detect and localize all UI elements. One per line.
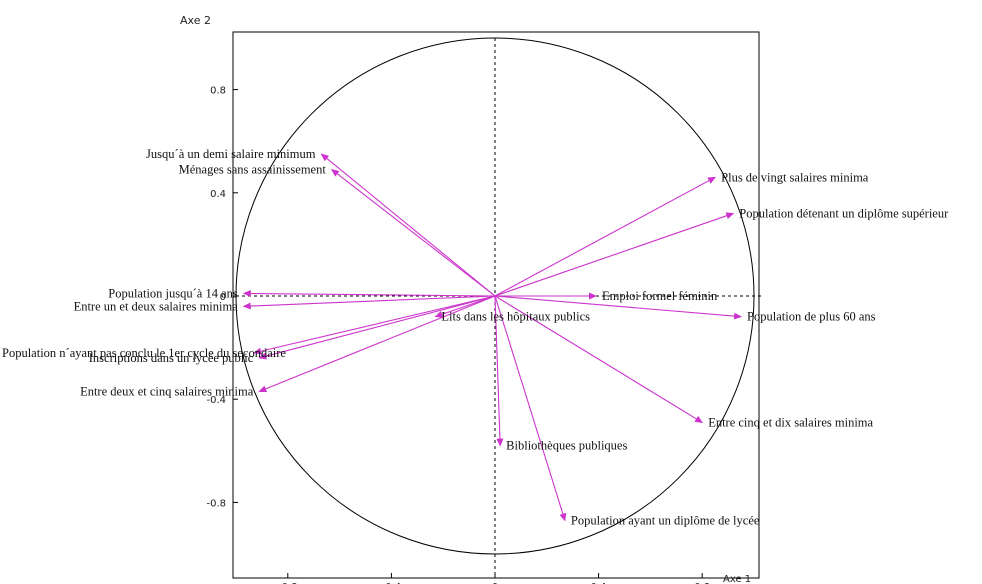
- loading-vector-arrow: [331, 168, 496, 297]
- y-tick-label: -0.8: [206, 498, 226, 509]
- loading-vector-arrow: [494, 212, 735, 297]
- vector-label: Population de plus 60 ans: [747, 310, 876, 324]
- vector-label: Lits dans les hôpitaux publics: [441, 310, 590, 324]
- vector-label: Inscriptions dans un lycée public: [89, 351, 254, 365]
- vector-label: Entre deux et cinq salaires minima: [80, 384, 254, 398]
- y-tick-label: 0.4: [210, 189, 226, 200]
- x-tick-label: 0.8: [694, 582, 710, 584]
- loading-vector-arrow: [494, 295, 704, 423]
- loading-vector-arrow: [494, 295, 567, 522]
- loading-vector-arrow: [320, 153, 496, 297]
- vector-label: Population ayant un diplôme de lycée: [571, 513, 760, 527]
- x-axis-label: Axe 1: [723, 574, 751, 584]
- loading-vector-arrow: [242, 295, 496, 310]
- loading-vector-arrow: [253, 295, 496, 355]
- vector-label: Plus de vingt salaires minima: [721, 170, 869, 184]
- x-tick-label: 0.4: [591, 582, 607, 584]
- vector-label: Population jusqu´à 14 ans: [108, 286, 238, 300]
- vector-label: Jusqu´à un demi salaire minimum: [146, 147, 316, 161]
- vector-label: Entre cinq et dix salaires minima: [708, 415, 873, 429]
- vector-label: Population n´ayant pas conclu le 1er cyc…: [2, 346, 286, 360]
- loading-vector-arrow: [494, 295, 743, 320]
- vector-label: Bibliothèques publiques: [506, 439, 627, 453]
- y-axis-label: Axe 2: [180, 14, 211, 27]
- x-tick-label: -0.8: [278, 582, 298, 584]
- x-tick-label: -0.4: [382, 582, 402, 584]
- loading-vector-arrow: [258, 295, 496, 393]
- loading-vector-arrow: [258, 295, 496, 360]
- y-tick-label: -0.4: [206, 395, 226, 406]
- vector-label: Entre un et deux salaires minima: [74, 299, 239, 313]
- loading-vector-arrow: [242, 289, 496, 297]
- loading-vector-arrow: [494, 176, 717, 297]
- y-tick-label: 0.8: [210, 86, 226, 97]
- vector-label: Ménages sans assainissement: [179, 163, 327, 177]
- vector-label: Population détenant un diplôme supérieur: [739, 206, 949, 220]
- y-tick-label: 0: [220, 292, 226, 303]
- vector-label: Emploi formel féminin: [602, 289, 718, 303]
- x-tick-label: 0: [492, 582, 498, 584]
- loading-vector-arrow: [494, 295, 504, 447]
- plot-frame: [232, 31, 760, 579]
